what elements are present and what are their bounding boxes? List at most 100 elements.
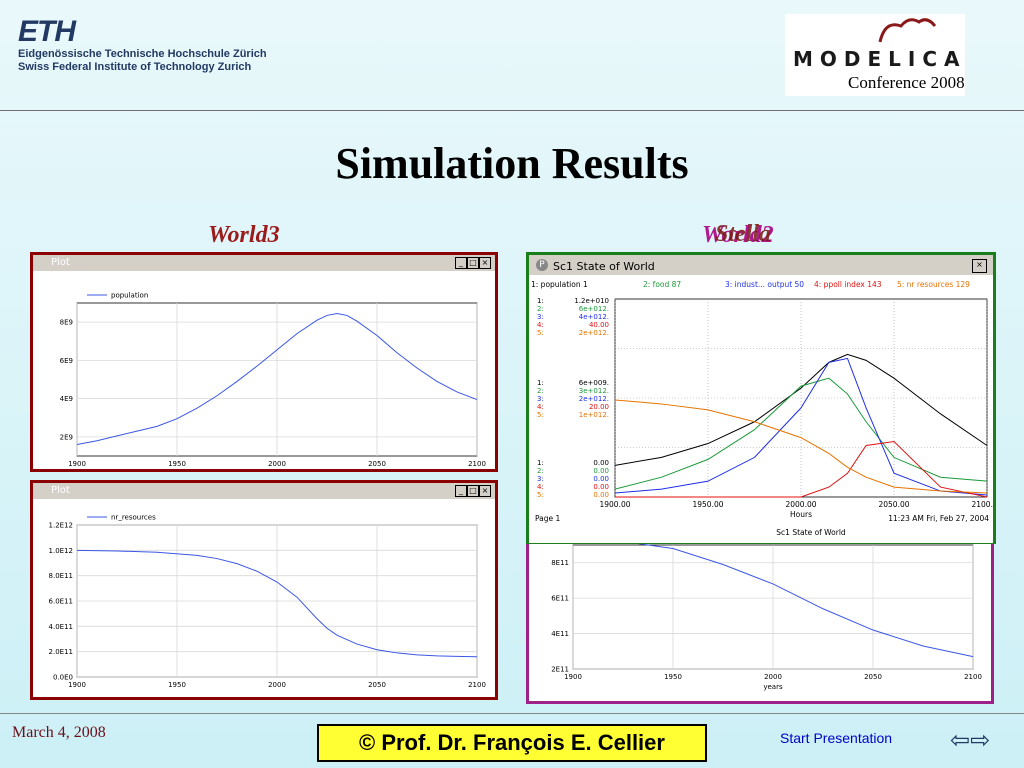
y-tick-label: 1.2E12	[49, 522, 73, 530]
scale-value: 4e+012.	[579, 313, 609, 321]
scale-index: 1:	[537, 297, 544, 305]
eth-logo: ETH Eidgenössische Technische Hochschule…	[18, 16, 267, 74]
scale-index: 1:	[537, 379, 544, 387]
series-header-label: 1: population 1	[531, 280, 588, 289]
scale-value: 2e+012.	[579, 395, 609, 403]
x-tick-label: 2100	[468, 460, 486, 468]
x-tick-label: 1950.00	[692, 500, 723, 509]
plot-title: Plot	[51, 485, 70, 496]
legend-label: population	[111, 292, 148, 300]
x-tick-label: 2050	[368, 681, 386, 689]
y-tick-label: 0.0E0	[53, 674, 73, 682]
legend-label: nr_resources	[111, 514, 156, 522]
footer-divider	[0, 713, 1024, 714]
series-line-5	[614, 399, 988, 494]
eth-mark: ETH	[18, 15, 76, 48]
minimize-button[interactable]: _	[455, 257, 467, 269]
stella-label: Stella	[715, 221, 772, 247]
x-tick-label: 2050	[368, 460, 386, 468]
scale-index: 2:	[537, 467, 544, 475]
modelica-mark: MODELICA	[793, 47, 965, 71]
eth-line2: Swiss Federal Institute of Technology Zu…	[18, 61, 252, 73]
stella-titlebar[interactable]: P Sc1 State of World ×	[531, 257, 991, 276]
plot-titlebar[interactable]: Plot _ □ ×	[33, 483, 495, 499]
scale-value: 0.00	[593, 483, 609, 491]
x-tick-label: 2100	[964, 673, 982, 681]
conference-label: Conference 2008	[848, 73, 965, 92]
world2-label: World2	[702, 222, 774, 248]
scale-index: 1:	[537, 459, 544, 467]
plot-titlebar[interactable]: Plot _ □ ×	[33, 255, 495, 271]
y-tick-label: 2E9	[60, 433, 73, 441]
y-tick-label: 4E9	[60, 395, 73, 403]
stella-panel: P Sc1 State of World × 1: population 1 2:…	[526, 252, 996, 544]
series-line	[76, 549, 478, 658]
scale-value: 0.00	[593, 467, 609, 475]
world2-panel: 1900 1950 2000 2050 2100 2E11 4E11 6E11 8E11 year…	[526, 520, 994, 704]
nav-arrows[interactable]: ⇦⇨	[950, 726, 990, 754]
scale-value: 40.00	[589, 321, 609, 329]
scale-value: 20.00	[589, 403, 609, 411]
series-header-label: 3: indust... output 50	[725, 280, 804, 289]
resources-chart: 1900 1950 2000 2050 2100 0.0E0 2.0E11 4.0E11 6.0…	[49, 514, 486, 690]
x-tick-label: 2100	[468, 681, 486, 689]
series-line	[76, 313, 478, 446]
population-chart: 1900 1950 2000 2050 2100 2E9 4E9 6E9 8E9 populati…	[60, 292, 486, 469]
minimize-button[interactable]: _	[455, 485, 467, 497]
x-tick-label: 1900.00	[599, 500, 630, 509]
scale-value: 6e+012.	[579, 305, 609, 313]
scale-index: 5:	[537, 329, 544, 337]
author-box: © Prof. Dr. François E. Cellier	[317, 724, 707, 762]
y-tick-label: 8E9	[60, 319, 73, 327]
slide-title: Simulation Results	[335, 139, 689, 188]
y-tick-label: 2E11	[551, 666, 569, 674]
y-tick-label: 6E9	[60, 357, 73, 365]
stella-app-icon: P	[536, 259, 548, 271]
y-tick-label: 8.0E11	[49, 572, 73, 580]
x-tick-label: 1950	[168, 681, 186, 689]
scale-index: 4:	[537, 483, 544, 491]
x-tick-label: 1900	[68, 460, 86, 468]
series-line-4	[615, 441, 988, 498]
start-presentation-link[interactable]: Start Presentation	[780, 730, 893, 746]
close-button[interactable]: ×	[972, 259, 987, 273]
x-tick-label: 2050	[864, 673, 882, 681]
series-header-label: 4: ppoll index 143	[814, 280, 882, 289]
y-tick-label: 6E11	[551, 595, 569, 603]
scale-index: 2:	[537, 387, 544, 395]
scale-index: 4:	[537, 321, 544, 329]
x-tick-label: 2050.00	[878, 500, 909, 509]
scale-value: 0.00	[593, 459, 609, 467]
arrow-right-icon[interactable]: ⇨	[970, 726, 991, 754]
series-header-label: 5: nr resources 129	[897, 280, 970, 289]
scale-value: 1e+012.	[579, 411, 609, 419]
modelica-logo: MODELICA	[785, 14, 965, 96]
x-tick-label: 1950	[664, 673, 682, 681]
scale-value: 0.00	[593, 475, 609, 483]
chart-footer-title: Sc1 State of World	[776, 528, 846, 537]
x-tick-label: 2100.00	[971, 500, 993, 509]
arrow-left-icon[interactable]: ⇦	[950, 726, 971, 754]
scale-index: 5:	[537, 491, 544, 499]
world2-chart: 1900 1950 2000 2050 2100 2E11 4E11 6E11 8E11 year…	[551, 535, 982, 691]
x-tick-label: 2000.00	[785, 500, 816, 509]
page-label: Page 1	[535, 514, 561, 523]
close-button[interactable]: ×	[479, 257, 491, 269]
scale-index: 4:	[537, 403, 544, 411]
y-tick-label: 1.0E12	[49, 547, 73, 555]
series-header-label: 2: food 87	[643, 280, 681, 289]
y-tick-label: 4.0E11	[49, 623, 73, 631]
footer-date: March 4, 2008	[12, 724, 106, 741]
scale-index: 3:	[537, 475, 544, 483]
maximize-button[interactable]: □	[467, 485, 479, 497]
header-divider	[0, 110, 1024, 111]
scale-value: 2e+012.	[579, 329, 609, 337]
eth-line1: Eidgenössische Technische Hochschule Zür…	[18, 48, 267, 60]
stella-window-title: Sc1 State of World	[553, 260, 655, 273]
close-button[interactable]: ×	[479, 485, 491, 497]
scale-index: 3:	[537, 313, 544, 321]
maximize-button[interactable]: □	[467, 257, 479, 269]
y-tick-label: 6.0E11	[49, 598, 73, 606]
scale-index: 3:	[537, 395, 544, 403]
x-axis-label: Hours	[790, 510, 812, 519]
